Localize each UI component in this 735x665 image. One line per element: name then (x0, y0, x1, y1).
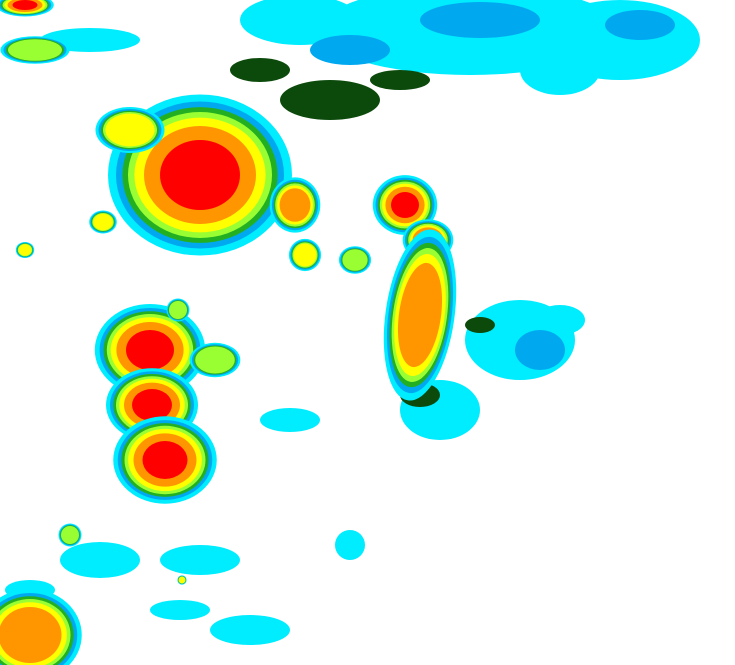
cloud-area (335, 530, 365, 560)
moderate-rain-area (465, 317, 495, 333)
moderate-rain-area (370, 70, 430, 90)
light-rain-area (515, 330, 565, 370)
light-rain-area (605, 10, 675, 40)
cloud-area (520, 45, 600, 95)
cloud-area (535, 305, 585, 335)
storm-cell-rain-moderate (169, 301, 187, 319)
storm-cell-rain-moderate (195, 346, 235, 374)
moderate-rain-area (280, 80, 380, 120)
storm-cell-rain-heavy (178, 576, 186, 584)
storm-cell-rain-intense (12, 0, 38, 10)
storm-cell-rain-intense (126, 330, 174, 370)
storm-cell-rain-heavy (93, 213, 113, 231)
storm-cell-rain-intense (132, 389, 172, 421)
storm-cell-rain-intense (142, 441, 188, 479)
storm-cell-rain-moderate (342, 249, 368, 271)
storm-cell-rain-intense (160, 140, 240, 210)
moderate-rain-area (230, 58, 290, 82)
storm-cell-rain-moderate (61, 526, 79, 544)
storm-cell-rain-moderate (8, 39, 62, 61)
cloud-area (210, 615, 290, 645)
cloud-area (240, 0, 360, 45)
light-rain-area (420, 2, 540, 38)
storm-cell-rain-heavy (105, 113, 155, 147)
storm-cell-rain-heavy (293, 243, 317, 267)
cloud-area (160, 545, 240, 575)
cloud-area (260, 408, 320, 432)
storm-cell-rain-very-heavy (0, 607, 62, 663)
storm-cell-rain-heavy (18, 244, 32, 256)
light-rain-area (310, 35, 390, 65)
cloud-area (150, 600, 210, 620)
storm-cell-rain-very-heavy (397, 262, 443, 368)
cloud-area (60, 542, 140, 578)
storm-cell-rain-very-heavy (279, 188, 311, 222)
storm-cell-rain-intense (391, 192, 419, 218)
